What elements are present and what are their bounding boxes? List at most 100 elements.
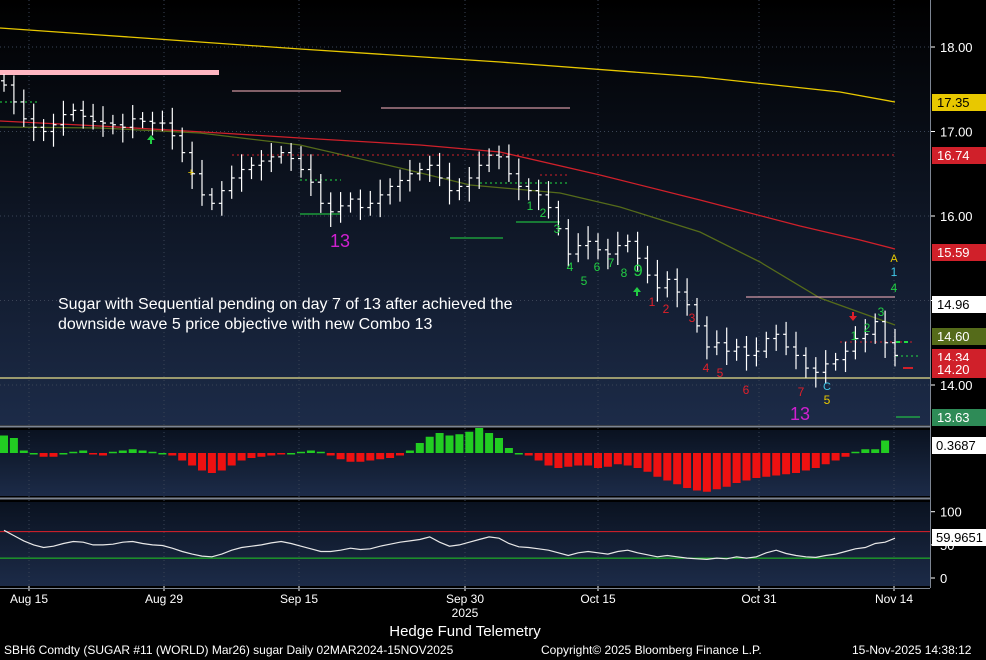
price-tick-label: 17.00 [940, 125, 973, 140]
setup-count-red: 5 [717, 366, 724, 380]
ohlc-bar [199, 159, 205, 206]
momentum-value-label: 0.3687 [932, 437, 986, 454]
momentum-bar [59, 453, 68, 455]
setup-count-red: 3 [689, 311, 696, 325]
setup-count-green: 8 [621, 266, 628, 280]
price-label-box [932, 361, 986, 378]
ohlc-bar [248, 157, 255, 180]
ohlc-bar [486, 148, 493, 173]
annotation-line-2: downside wave 5 price objective with new… [58, 316, 433, 333]
ohlc-bar [387, 178, 394, 205]
ohlc-bar [585, 226, 592, 260]
ohlc-bar [228, 165, 235, 199]
ohlc-bar [377, 179, 384, 218]
momentum-bar [19, 450, 28, 453]
date-tick-label: Sep 30 [446, 592, 484, 606]
ohlc-bar [743, 335, 750, 371]
ohlc-bar [476, 151, 483, 189]
momentum-bar [663, 453, 672, 481]
momentum-bar [702, 453, 711, 492]
ohlc-bar [347, 192, 354, 213]
year-label: 2025 [452, 606, 479, 620]
price-label-text: 13.63 [937, 410, 970, 425]
price-label-box [932, 147, 986, 164]
momentum-bar [108, 451, 117, 454]
momentum-bar [79, 450, 88, 453]
momentum-bar [247, 453, 256, 458]
momentum-bar [485, 433, 494, 453]
grid-lines [0, 0, 930, 586]
momentum-bar [69, 451, 78, 454]
momentum-bar [613, 453, 622, 465]
ohlc-bar [406, 159, 413, 192]
ohlc-bar [515, 158, 522, 201]
rsi-tick-label: 100 [940, 505, 962, 520]
footer-timestamp: 15-Nov-2025 14:38:12 [852, 643, 972, 657]
momentum-bar [683, 453, 692, 488]
price-tick-label: 16.00 [940, 209, 973, 224]
ohlc-bar [80, 100, 87, 129]
price-tick-label: 18.00 [940, 40, 973, 55]
ohlc-bar [763, 331, 770, 358]
momentum-bar [207, 453, 216, 473]
momentum-bar [237, 453, 246, 461]
momentum-bar [198, 453, 206, 471]
momentum-bar [742, 453, 751, 481]
ohlc-bar [208, 188, 215, 211]
ohlc-bar [624, 234, 631, 253]
price-label-text: 14.96 [937, 297, 970, 312]
rsi-value-text: 59.9651 [936, 530, 983, 545]
momentum-bar [89, 453, 98, 455]
ohlc-bar [555, 200, 562, 236]
momentum-bar [316, 451, 325, 454]
ohlc-bar [1, 74, 7, 92]
momentum-bar [762, 453, 771, 477]
momentum-bar [851, 451, 860, 454]
setup-count-red: 6 [743, 383, 750, 397]
ohlc-bar [258, 150, 265, 181]
combo-13-count: 13 [330, 231, 350, 251]
count-letter-yellow: A [890, 253, 898, 265]
momentum-bar [217, 453, 226, 471]
momentum-bar [514, 453, 523, 455]
momentum-bar [257, 453, 266, 457]
momentum-bar [168, 453, 177, 456]
up-arrow-icon [633, 287, 641, 296]
moving-average-line [0, 120, 896, 250]
price-label: 14.20 [932, 361, 986, 378]
setup-count-red: 4 [703, 361, 710, 375]
momentum-bar [633, 453, 642, 468]
ohlc-bar [783, 321, 790, 356]
ohlc-bar [733, 338, 740, 361]
y-axis: 18.0017.0016.0015.0014.0017.3516.7415.59… [930, 40, 986, 426]
momentum-bar [881, 440, 890, 453]
resistance-band [0, 70, 219, 75]
ohlc-bar [119, 113, 126, 143]
momentum-bar [821, 453, 830, 465]
count-green: 1 [851, 329, 858, 343]
price-label-box [932, 94, 986, 111]
combo-13-count: 13 [790, 404, 810, 424]
momentum-bar [831, 453, 840, 461]
setup-count-green: 1 [527, 199, 534, 213]
ohlc-bar [30, 103, 37, 142]
price-label: 13.63 [932, 409, 986, 426]
ohlc-bar [367, 190, 374, 216]
ohlc-bar [892, 328, 898, 367]
ohlc-bar [109, 114, 116, 135]
ohlc-bar [357, 189, 364, 220]
price-label-text: 15.59 [937, 245, 970, 260]
momentum-bar [861, 449, 870, 453]
ohlc-bar [397, 169, 403, 202]
ohlc-bar [832, 352, 839, 371]
count-yellow: 5 [824, 393, 831, 407]
setup-count-green: 2 [540, 206, 547, 220]
chart-annotation: Sugar with Sequential pending on day 7 o… [58, 295, 513, 335]
setup-count-green: 5 [581, 274, 588, 288]
ohlc-bar [644, 245, 651, 284]
ohlc-bar [614, 231, 621, 266]
marker-plus: + [188, 167, 194, 179]
ohlc-bar [505, 144, 512, 182]
date-tick-label: Sep 15 [280, 592, 318, 606]
